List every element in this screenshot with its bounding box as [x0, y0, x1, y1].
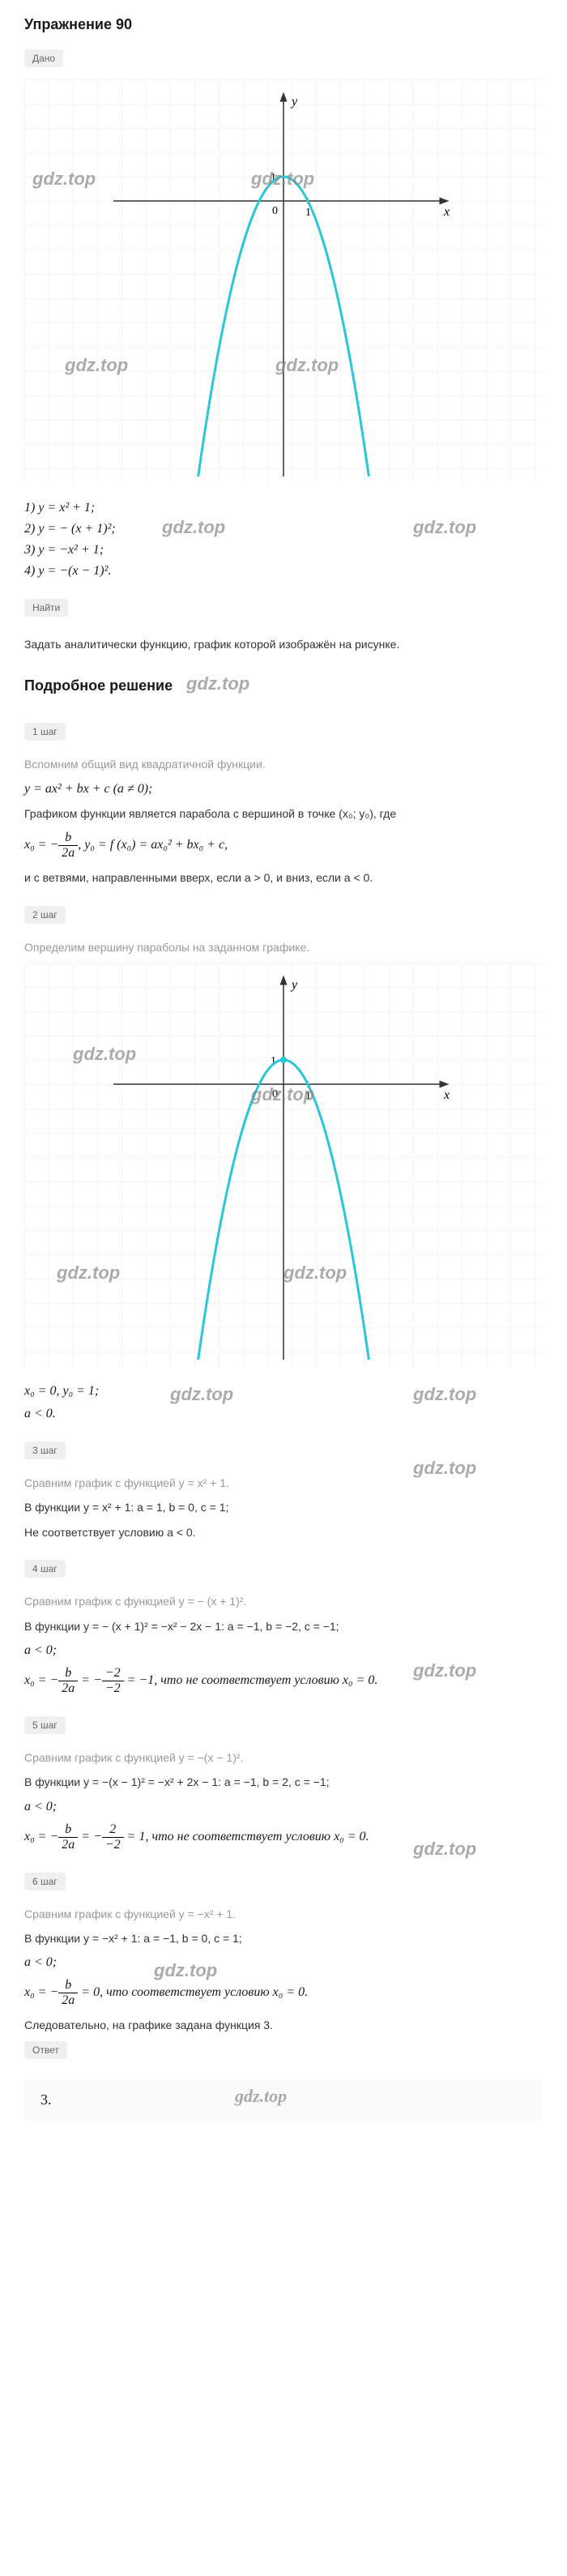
solution-title-text: Подробное решение — [24, 677, 173, 694]
step-text: В функции y = −x² + 1: a = −1, b = 0, c … — [24, 1929, 543, 1947]
math-expr: a < 0; — [24, 1800, 543, 1814]
step-note: Сравним график с функцией y = x² + 1. — [24, 1474, 543, 1492]
exercise-title: Упражнение 90 — [24, 16, 543, 33]
equation-item: 1) y = x² + 1; — [24, 501, 543, 515]
equation-item: 4) y = −(x − 1)². — [24, 564, 543, 579]
svg-text:x: x — [443, 1088, 450, 1102]
given-badge: Дано — [24, 49, 63, 67]
step-text: В функции y = − (x + 1)² = −x² − 2x − 1:… — [24, 1617, 543, 1635]
graph-2: x y 0 1 1 gdz.topgdz.topgdz.topgdz.top — [24, 963, 543, 1368]
solution-title: Подробное решение gdz.top — [24, 677, 543, 694]
equation-list: 1) y = x² + 1; 2) y = − (x + 1)²; 3) y =… — [24, 501, 543, 579]
math-expr: x₀ = −b2a, y₀ = f (x₀) = ax₀² + bx₀ + c, — [24, 831, 543, 861]
find-badge: Найти — [24, 599, 68, 617]
step-note: Вспомним общий вид квадратичной функции. — [24, 755, 543, 773]
step-chip: 6 шаг — [24, 1873, 66, 1890]
answer-label: Ответ — [24, 2041, 67, 2059]
math-expr: a < 0. — [24, 1407, 543, 1421]
math-expr: x₀ = −b2a = 0, что соответствует условию… — [24, 1978, 543, 2008]
step-text: Графиком функции является парабола с вер… — [24, 805, 543, 822]
step-chip: 5 шаг — [24, 1716, 66, 1734]
math-expr: x₀ = −b2a = −2−2 = 1, что не соответству… — [24, 1822, 543, 1852]
step-note: Определим вершину параболы на заданном г… — [24, 938, 543, 956]
svg-text:y: y — [290, 978, 298, 992]
math-expr: a < 0; — [24, 1643, 543, 1658]
instruction-text: Задать аналитически функцию, график кото… — [24, 635, 543, 653]
step-chip: 3 шаг — [24, 1442, 66, 1459]
math-expr: a < 0; — [24, 1955, 543, 1970]
answer-value: 3. — [40, 2091, 52, 2108]
math-expr: x₀ = −b2a = −−2−2 = −1, что не соответст… — [24, 1666, 543, 1696]
svg-text:x: x — [443, 205, 450, 219]
step-text: Не соответствует условию a < 0. — [24, 1523, 543, 1541]
equation-item: 3) y = −x² + 1; — [24, 543, 543, 557]
step-text: и с ветвями, направленными вверх, если a… — [24, 869, 543, 886]
step-chip: 2 шаг — [24, 906, 66, 924]
watermark-text: gdz.top — [32, 169, 96, 190]
watermark-text: gdz.top — [186, 673, 249, 694]
svg-text:y: y — [290, 95, 298, 109]
step-chip: 4 шаг — [24, 1560, 66, 1578]
math-expr: y = ax² + bx + c (a ≠ 0); — [24, 782, 543, 797]
answer-box: 3. gdz.top — [24, 2079, 543, 2121]
step-note: Сравним график с функцией y = −x² + 1. — [24, 1905, 543, 1923]
step-text: В функции y = x² + 1: a = 1, b = 0, c = … — [24, 1498, 543, 1516]
watermark-text: gdz.top — [57, 1262, 120, 1284]
watermark-text: gdz.top — [235, 2086, 287, 2107]
equation-item: 2) y = − (x + 1)²; — [24, 522, 543, 536]
svg-text:0: 0 — [272, 205, 278, 217]
step-note: Сравним график с функцией y = −(x − 1)². — [24, 1749, 543, 1766]
step-text: Следовательно, на графике задана функция… — [24, 2016, 543, 2034]
math-expr: x₀ = 0, y₀ = 1; — [24, 1384, 543, 1399]
step-note: Сравним график с функцией y = − (x + 1)²… — [24, 1592, 543, 1610]
graph-1: x y 0 1 1 gdz.topgdz.topgdz.topgdz.top — [24, 79, 543, 485]
step-text: В функции y = −(x − 1)² = −x² + 2x − 1: … — [24, 1773, 543, 1791]
step-chip: 1 шаг — [24, 723, 66, 741]
svg-text:0: 0 — [272, 1088, 278, 1100]
